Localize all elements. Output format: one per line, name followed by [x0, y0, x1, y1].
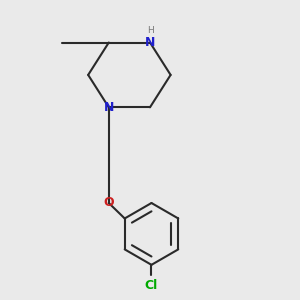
Text: N: N — [103, 101, 114, 114]
Text: Cl: Cl — [145, 279, 158, 292]
Text: H: H — [147, 26, 153, 35]
Text: N: N — [145, 36, 155, 49]
Text: O: O — [103, 196, 114, 209]
